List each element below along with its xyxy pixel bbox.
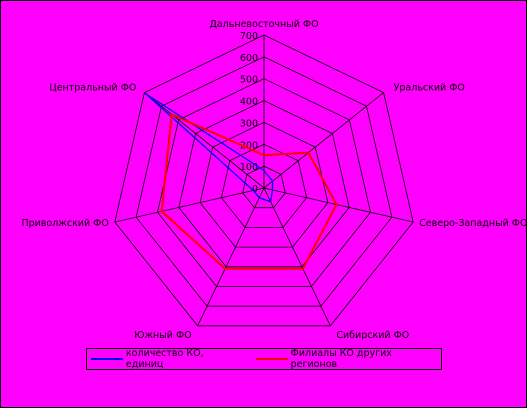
tick-label: 500: [240, 75, 258, 86]
series-point: [160, 210, 163, 213]
grid-spoke: [263, 92, 384, 189]
grid-spoke: [197, 187, 265, 327]
series-point: [145, 93, 147, 95]
series-point: [271, 189, 274, 191]
series-point: [307, 151, 310, 154]
series-point: [258, 197, 261, 199]
grid-ring: [220, 143, 308, 228]
tick-label: 100: [240, 162, 258, 173]
series-point: [302, 267, 304, 270]
category-label: Северо-Западный ФО: [419, 218, 526, 229]
legend-swatch-series-2: [255, 358, 288, 360]
tick-label: 0: [252, 184, 258, 195]
grid-ring: [178, 100, 350, 268]
legend-item-series-1: количество КО, единиц: [87, 348, 244, 370]
series-line-2: [160, 112, 338, 270]
tick-label: 600: [240, 53, 258, 64]
legend-item-series-2: Филиалы КО других регионов: [252, 348, 441, 370]
series-point: [269, 201, 272, 203]
series-point: [263, 169, 265, 172]
series-point: [252, 189, 255, 192]
legend-swatch-series-1: [91, 358, 123, 360]
grid-ring: [114, 34, 414, 327]
grid-ring: [242, 165, 286, 209]
tick-label: 300: [240, 118, 258, 129]
category-label: Дальневосточный ФО: [209, 19, 318, 30]
category-label: Южный ФО: [134, 330, 191, 341]
grid-ring: [135, 56, 393, 307]
grid-spoke: [144, 92, 265, 189]
series-point: [170, 113, 173, 116]
tick-label: 400: [240, 97, 258, 108]
series-point: [224, 267, 226, 270]
category-label: Сибирский ФО: [336, 330, 409, 341]
legend-label-series-2: Филиалы КО других регионов: [290, 348, 392, 370]
grid-ring: [199, 121, 329, 248]
tick-label: 200: [240, 140, 258, 151]
tick-label: 700: [240, 31, 258, 42]
grid-spoke: [263, 187, 414, 223]
grid-spoke: [114, 187, 265, 223]
grid-spoke: [263, 187, 331, 327]
legend: количество КО, единиц Филиалы КО других …: [86, 348, 442, 370]
category-label: Приволжский ФО: [21, 218, 108, 229]
category-label: Уральский ФО: [394, 83, 465, 94]
series-point: [271, 180, 274, 182]
series-point: [335, 203, 338, 206]
legend-label-series-1: количество КО, единиц: [125, 348, 204, 370]
category-label: Центральный ФО: [49, 83, 136, 94]
series-line-1: [145, 93, 274, 203]
series-point: [263, 154, 265, 156]
grid-ring: [157, 78, 371, 287]
